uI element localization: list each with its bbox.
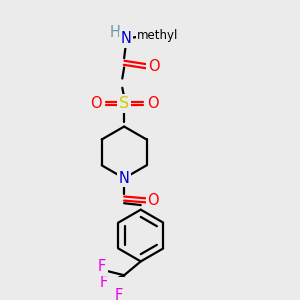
Text: O: O [147,96,159,111]
Text: methyl: methyl [137,28,178,42]
Text: O: O [90,96,101,111]
Text: F: F [100,275,108,290]
Text: O: O [148,59,160,74]
Text: S: S [119,96,129,111]
Text: F: F [115,288,123,300]
Text: N: N [121,31,131,46]
Text: O: O [147,193,159,208]
Text: F: F [98,260,106,274]
Text: H: H [110,25,120,40]
Text: N: N [119,171,130,186]
